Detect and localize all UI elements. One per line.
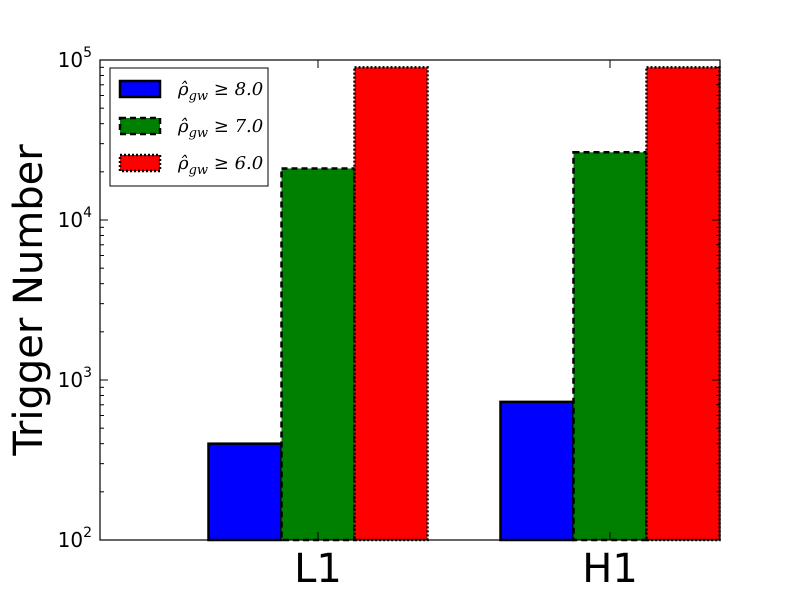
x-tick-label-h1: H1 [582, 546, 638, 592]
y-tick-exponent: 2 [83, 525, 92, 541]
legend: ρ̂gw ≥ 8.0 ρ̂gw ≥ 7.0 ρ̂gw ≥ 6.0 [109, 67, 269, 187]
bar-l1-series-2 [280, 167, 356, 542]
y-axis: 102 103 104 105 [58, 45, 720, 552]
legend-swatch-1 [118, 79, 162, 99]
y-tick-label: 102 [58, 525, 92, 552]
y-tick-exponent: 3 [83, 365, 92, 381]
x-axis: L1 H1 [294, 60, 638, 592]
bars-group [207, 66, 721, 542]
legend-label-3: ρ̂gw ≥ 6.0 [177, 153, 263, 178]
bar-l1-series-1 [207, 442, 283, 542]
plot-frame [99, 59, 721, 541]
legend-swatch-3 [118, 153, 162, 173]
bar-l1-series-3 [353, 66, 429, 542]
y-tick-label: 104 [58, 205, 92, 232]
bar-h1-series-3 [645, 66, 721, 542]
y-axis-title: Trigger Number [6, 144, 52, 457]
bar-h1-series-2 [572, 151, 648, 542]
legend-label-2: ρ̂gw ≥ 7.0 [177, 116, 263, 141]
y-tick-label: 105 [58, 45, 92, 72]
legend-swatch-2 [118, 116, 162, 136]
x-tick-label-l1: L1 [294, 546, 342, 592]
y-tick-label: 103 [58, 365, 92, 392]
y-tick-exponent: 4 [83, 205, 92, 221]
y-tick-exponent: 5 [83, 45, 92, 61]
legend-label-1: ρ̂gw ≥ 8.0 [177, 79, 263, 104]
bar-h1-series-1 [499, 400, 575, 542]
